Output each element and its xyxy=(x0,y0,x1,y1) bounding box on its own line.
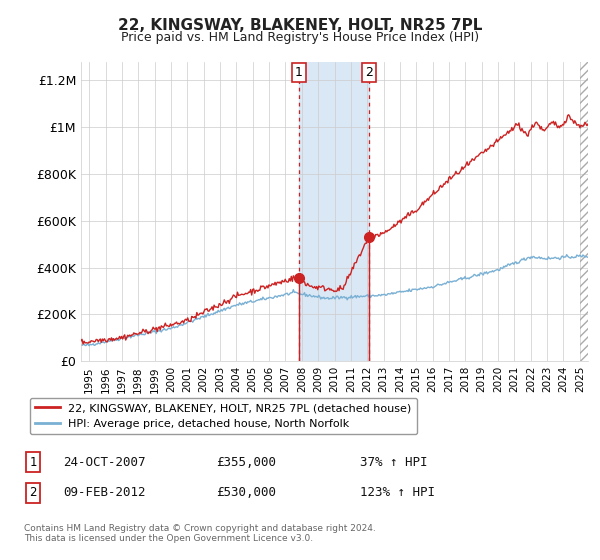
Text: 1: 1 xyxy=(295,66,302,79)
Bar xyxy=(580,62,588,361)
Text: 24-OCT-2007: 24-OCT-2007 xyxy=(63,455,146,469)
Text: 1: 1 xyxy=(29,455,37,469)
Text: 37% ↑ HPI: 37% ↑ HPI xyxy=(360,455,427,469)
Bar xyxy=(299,62,369,361)
Bar xyxy=(580,62,588,361)
Text: 123% ↑ HPI: 123% ↑ HPI xyxy=(360,486,435,500)
Text: Contains HM Land Registry data © Crown copyright and database right 2024.
This d: Contains HM Land Registry data © Crown c… xyxy=(24,524,376,543)
Text: 2: 2 xyxy=(29,486,37,500)
Text: Price paid vs. HM Land Registry's House Price Index (HPI): Price paid vs. HM Land Registry's House … xyxy=(121,31,479,44)
Text: 22, KINGSWAY, BLAKENEY, HOLT, NR25 7PL: 22, KINGSWAY, BLAKENEY, HOLT, NR25 7PL xyxy=(118,18,482,33)
Text: £530,000: £530,000 xyxy=(216,486,276,500)
Text: 09-FEB-2012: 09-FEB-2012 xyxy=(63,486,146,500)
Legend: 22, KINGSWAY, BLAKENEY, HOLT, NR25 7PL (detached house), HPI: Average price, det: 22, KINGSWAY, BLAKENEY, HOLT, NR25 7PL (… xyxy=(29,398,417,434)
Text: 2: 2 xyxy=(365,66,373,79)
Text: £355,000: £355,000 xyxy=(216,455,276,469)
